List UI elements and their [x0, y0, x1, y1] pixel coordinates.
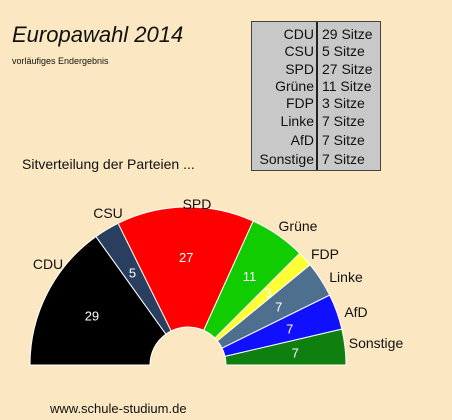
- slice-party-label: Linke: [329, 269, 363, 285]
- slice-sonstige: [224, 328, 347, 366]
- seat-table-party: CDU: [283, 26, 314, 42]
- seat-table-count: 7 Sitze: [322, 151, 365, 167]
- slice-value-label: 7: [286, 322, 293, 337]
- slice-party-label: CDU: [33, 256, 63, 272]
- slice-value-label: 29: [85, 309, 99, 324]
- slice-value-label: 5: [129, 265, 136, 280]
- slice-value-label: 27: [179, 250, 193, 265]
- slice-party-label: SPD: [183, 196, 212, 212]
- slice-party-label: Grüne: [279, 218, 318, 234]
- slice-value-label: 7: [275, 299, 282, 314]
- seat-table-party: CSU: [284, 43, 314, 59]
- seat-table-row: CSU 5 Sitze: [252, 43, 382, 60]
- seat-table-party: FDP: [286, 95, 314, 111]
- seat-table-count: 5 Sitze: [322, 43, 365, 59]
- seat-table-count: 11 Sitze: [322, 78, 372, 94]
- seat-table-row: Grüne 11 Sitze: [252, 78, 382, 95]
- seat-table-party: AfD: [290, 132, 314, 148]
- seat-table-row: SPD 27 Sitze: [252, 61, 382, 78]
- seat-table-party: Grüne: [275, 78, 314, 94]
- slice-value-label: 11: [243, 269, 257, 284]
- chart-title: Europawahl 2014: [12, 22, 184, 47]
- seat-table-party: SPD: [285, 61, 314, 77]
- seat-table-count: 27 Sitze: [322, 61, 373, 77]
- seat-table-count: 7 Sitze: [322, 113, 365, 129]
- slice-spd: [117, 206, 254, 332]
- seat-table-row: AfD 7 Sitze: [252, 132, 382, 149]
- seat-table-row: CDU 29 Sitze: [252, 26, 382, 43]
- slice-party-label: FDP: [311, 246, 339, 262]
- slice-party-label: Sonstige: [349, 335, 404, 351]
- seat-table-count: 3 Sitze: [322, 95, 365, 111]
- slice-value-label: 7: [292, 346, 299, 361]
- seat-table-divider: [316, 22, 318, 170]
- seat-table-row: Sonstige 7 Sitze: [252, 151, 382, 168]
- slice-value-label: 3: [264, 285, 271, 300]
- chart-subtitle: vorläufiges Endergebnis: [12, 56, 109, 66]
- seat-table-row: FDP 3 Sitze: [252, 95, 382, 112]
- slice-cdu: [29, 235, 167, 366]
- seat-table-count: 7 Sitze: [322, 132, 365, 148]
- chart-caption: Sitverteilung der Parteien ...: [22, 156, 195, 172]
- seat-table: CDU 29 Sitze CSU 5 Sitze SPD 27 Sitze Grüne 11 …: [251, 21, 381, 171]
- slice-party-label: CSU: [93, 205, 123, 221]
- slice-party-label: AfD: [344, 304, 367, 320]
- footer-url: www.schule-studium.de: [50, 401, 187, 416]
- seat-table-party: Linke: [280, 113, 314, 129]
- seat-table-count: 29 Sitze: [322, 26, 373, 42]
- seat-table-party: Sonstige: [259, 151, 314, 167]
- seat-table-row: Linke 7 Sitze: [252, 113, 382, 130]
